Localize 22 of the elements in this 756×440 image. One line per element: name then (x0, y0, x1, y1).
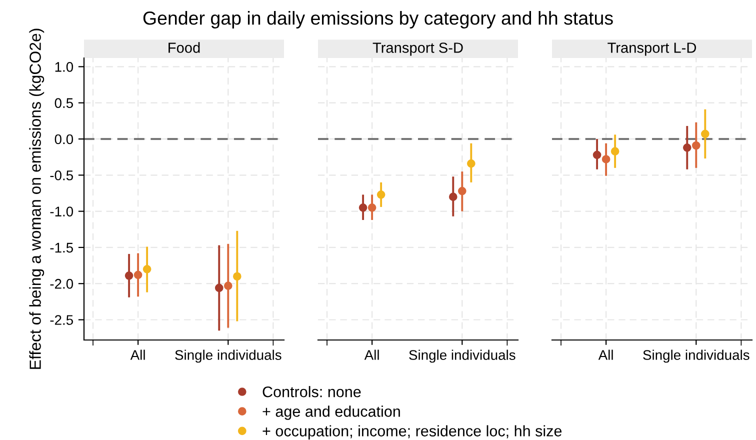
y-tick-label: 0.5 (54, 98, 74, 108)
y-tick-label: 0.0 (54, 134, 74, 144)
y-tick-label: -1.5 (50, 242, 74, 253)
legend-label: + occupation; income; residence loc; hh size (262, 425, 562, 440)
y-tick-label: -2.0 (50, 278, 74, 289)
text: Gender gap in daily emissions by category and hh status (143, 11, 613, 28)
chart-subtitle: Transport L-D (608, 42, 696, 56)
chart-subtitle: Food (168, 42, 200, 53)
y-tick-label: -0.5 (50, 170, 74, 180)
y-tick-label: -1.0 (50, 206, 74, 216)
x-tick-label: Single individuals (643, 350, 750, 363)
legend-label: + age and education (262, 406, 400, 420)
legend-label: Controls: none (262, 386, 361, 398)
chart-subtitle: Transport S-D (372, 42, 463, 56)
y-axis-title: Effect of being a woman on emissions (kgCO2e) (29, 28, 44, 369)
y-tick-label: 1.0 (55, 62, 74, 72)
x-tick-label: All (598, 350, 613, 360)
x-tick-label: All (130, 350, 145, 360)
x-tick-label: Single individuals (409, 350, 516, 363)
x-tick-label: Single individuals (175, 350, 282, 363)
x-tick-label: All (364, 350, 379, 360)
y-tick-label: -2.5 (50, 315, 74, 325)
